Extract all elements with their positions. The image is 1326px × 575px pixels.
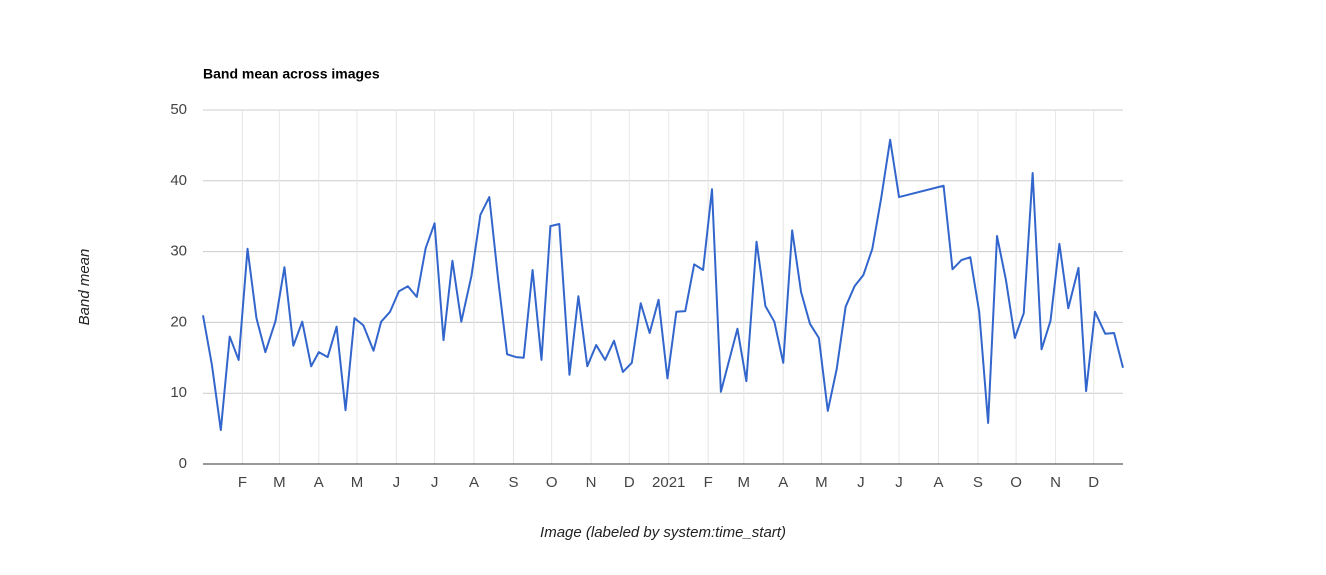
x-tick-label: M (815, 474, 828, 491)
x-tick-label: D (1088, 474, 1099, 491)
x-axis-label: Image (labeled by system:time_start) (540, 524, 786, 541)
x-tick-label: A (933, 474, 943, 491)
x-tick-label: S (508, 474, 518, 491)
x-tick-label: F (238, 474, 247, 491)
data-line (202, 138, 1124, 432)
x-tick-label: O (546, 474, 558, 491)
y-tick-label: 0 (179, 455, 187, 472)
x-tick-label: O (1010, 474, 1022, 491)
x-tick-label: D (624, 474, 635, 491)
y-tick-label: 20 (170, 313, 187, 330)
x-tick-label: M (351, 474, 364, 491)
x-tick-label: J (857, 474, 865, 491)
x-tick-label: J (895, 474, 903, 491)
y-axis-label: Band mean (76, 249, 93, 326)
y-tick-label: 30 (170, 243, 187, 260)
x-tick-label: 2021 (652, 474, 685, 491)
x-tick-label: N (1050, 474, 1061, 491)
x-tick-label: A (778, 474, 788, 491)
x-tick-label: J (431, 474, 439, 491)
x-tick-label: M (273, 474, 286, 491)
x-tick-label: J (393, 474, 401, 491)
chart-title: Band mean across images (203, 66, 380, 82)
y-tick-label: 40 (170, 172, 187, 189)
x-tick-label: A (469, 474, 479, 491)
x-tick-label: M (738, 474, 751, 491)
x-tick-label: S (973, 474, 983, 491)
y-tick-label: 50 (170, 101, 187, 118)
x-tick-label: F (704, 474, 713, 491)
x-tick-label: N (586, 474, 597, 491)
y-tick-label: 10 (170, 384, 187, 401)
x-tick-label: A (314, 474, 324, 491)
